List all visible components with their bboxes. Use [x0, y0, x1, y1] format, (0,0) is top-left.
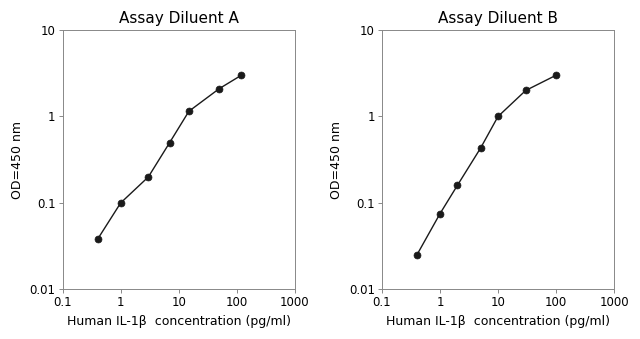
X-axis label: Human IL-1β  concentration (pg/ml): Human IL-1β concentration (pg/ml): [386, 315, 610, 328]
Y-axis label: OD=450 nm: OD=450 nm: [11, 121, 24, 199]
Y-axis label: OD=450 nm: OD=450 nm: [330, 121, 344, 199]
X-axis label: Human IL-1β  concentration (pg/ml): Human IL-1β concentration (pg/ml): [67, 315, 291, 328]
Title: Assay Diluent B: Assay Diluent B: [438, 11, 558, 26]
Title: Assay Diluent A: Assay Diluent A: [119, 11, 239, 26]
